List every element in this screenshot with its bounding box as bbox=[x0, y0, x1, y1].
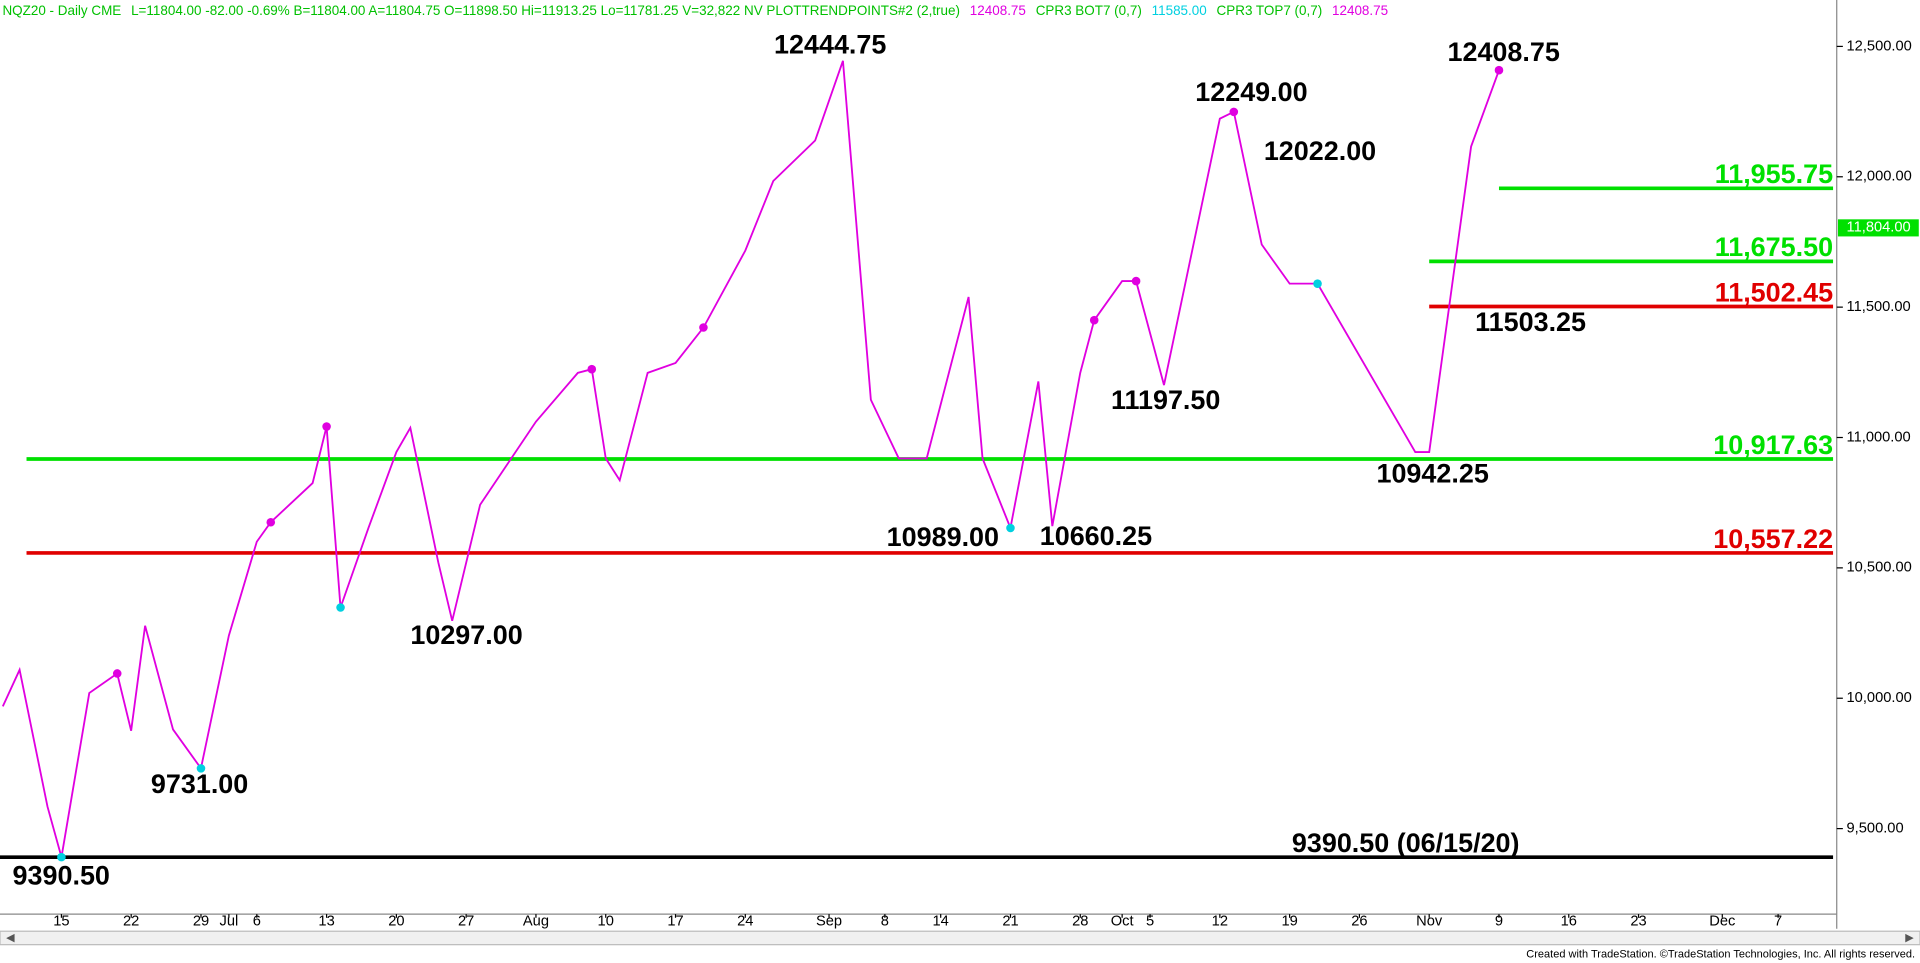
pivot-high bbox=[1494, 65, 1504, 75]
annotation: 9390.50 bbox=[13, 861, 110, 891]
footer: Created with TradeStation. ©TradeStation… bbox=[1526, 948, 1915, 960]
pivot-high bbox=[266, 517, 276, 527]
y-tick-label: 9,500.00 bbox=[1847, 820, 1904, 836]
pivot-low bbox=[1313, 279, 1322, 288]
x-tick-label: 23 bbox=[1630, 913, 1646, 929]
pivot-low bbox=[196, 764, 206, 773]
annotation: 12022.00 bbox=[1264, 136, 1376, 166]
header-item: 12408.75 bbox=[970, 3, 1026, 18]
trend-line bbox=[1, 60, 1500, 858]
scroll-left[interactable]: ◀ bbox=[6, 932, 15, 944]
level-label: 11,955.75 bbox=[1715, 159, 1833, 189]
x-tick-label: 27 bbox=[458, 913, 474, 929]
level-label: 11,502.45 bbox=[1715, 277, 1833, 307]
x-tick-label: 12 bbox=[1212, 913, 1228, 929]
x-tick-label: 21 bbox=[1002, 913, 1018, 929]
x-tick-label: 20 bbox=[388, 913, 404, 929]
y-tick-label: 10,000.00 bbox=[1847, 690, 1912, 706]
header-item: 12408.75 bbox=[1332, 3, 1388, 18]
annotation: 11503.25 bbox=[1475, 307, 1586, 337]
x-tick-label: 26 bbox=[1351, 913, 1367, 929]
pivot-high bbox=[1229, 107, 1239, 117]
y-tick-label: 11,500.00 bbox=[1847, 299, 1911, 315]
x-tick-label: Jul bbox=[220, 913, 239, 929]
last-price-label: 11,804.00 bbox=[1847, 220, 1911, 236]
scrollbar[interactable] bbox=[0, 930, 1920, 946]
x-tick-label: Aug bbox=[523, 913, 549, 929]
annotation: 12408.75 bbox=[1448, 37, 1560, 67]
x-tick-label: 22 bbox=[123, 913, 139, 929]
annotation: 9731.00 bbox=[151, 769, 248, 799]
pivot-high bbox=[1089, 315, 1099, 325]
x-tick-label: 16 bbox=[1561, 913, 1577, 929]
annotation: 10942.25 bbox=[1376, 459, 1488, 489]
pivot-high bbox=[322, 422, 331, 431]
x-tick-label: 9 bbox=[1495, 913, 1503, 929]
x-tick-label: 13 bbox=[318, 913, 334, 929]
level-label: 10,557.22 bbox=[1713, 524, 1833, 554]
annotation: 11197.50 bbox=[1111, 385, 1220, 415]
annotation: 10297.00 bbox=[410, 620, 522, 650]
x-tick-label: 7 bbox=[1774, 913, 1782, 929]
x-tick-label: 17 bbox=[667, 913, 683, 929]
x-tick-label: 8 bbox=[881, 913, 889, 929]
x-tick-label: Sep bbox=[816, 913, 842, 929]
annotation: 10660.25 bbox=[1040, 521, 1152, 551]
pivot-high bbox=[1131, 276, 1141, 286]
pivot-high bbox=[112, 669, 122, 678]
header-item: L=11804.00 -82.00 -0.69% B=11804.00 A=11… bbox=[131, 3, 960, 18]
x-tick-label: Nov bbox=[1416, 913, 1443, 929]
level-label: 9390.50 (06/15/20) bbox=[1292, 828, 1520, 858]
y-tick-label: 10,500.00 bbox=[1847, 560, 1912, 576]
header-item: 11585.00 bbox=[1152, 3, 1207, 18]
header-item: NQZ20 - Daily CME bbox=[2, 3, 121, 18]
last-price-badge bbox=[1837, 219, 1919, 237]
level-label: 10,917.63 bbox=[1713, 430, 1833, 460]
x-tick-label: 10 bbox=[598, 913, 614, 929]
x-tick-label: Oct bbox=[1111, 913, 1134, 929]
header-item: CPR3 TOP7 (0,7) bbox=[1217, 3, 1323, 18]
x-tick-label: 29 bbox=[193, 913, 209, 929]
pivot-low bbox=[57, 852, 66, 862]
x-tick-label: Dec bbox=[1709, 913, 1735, 929]
header-item: CPR3 BOT7 (0,7) bbox=[1036, 3, 1142, 18]
y-tick-label: 11,000.00 bbox=[1847, 429, 1911, 445]
x-tick-label: 14 bbox=[933, 913, 949, 929]
x-tick-label: 15 bbox=[53, 913, 69, 929]
header: NQZ20 - Daily CME L=11804.00 -82.00 -0.69… bbox=[2, 3, 1388, 18]
annotation: 10989.00 bbox=[887, 522, 999, 552]
scroll-right[interactable]: ▶ bbox=[1905, 932, 1914, 944]
pivot-low bbox=[1006, 523, 1015, 533]
level-label: 11,675.50 bbox=[1715, 232, 1833, 262]
pivot-high bbox=[699, 323, 708, 332]
y-tick-label: 12,500.00 bbox=[1847, 38, 1912, 54]
pivot-high bbox=[587, 364, 597, 374]
x-tick-label: 24 bbox=[737, 913, 753, 929]
pivot-low bbox=[336, 603, 345, 612]
x-tick-label: 19 bbox=[1281, 913, 1297, 929]
x-tick-label: 5 bbox=[1146, 913, 1154, 929]
annotation: 12444.75 bbox=[774, 30, 886, 60]
annotation: 12249.00 bbox=[1195, 77, 1307, 107]
y-tick-label: 12,000.00 bbox=[1847, 169, 1912, 185]
x-tick-label: 28 bbox=[1072, 913, 1088, 929]
x-tick-label: 6 bbox=[253, 913, 261, 929]
